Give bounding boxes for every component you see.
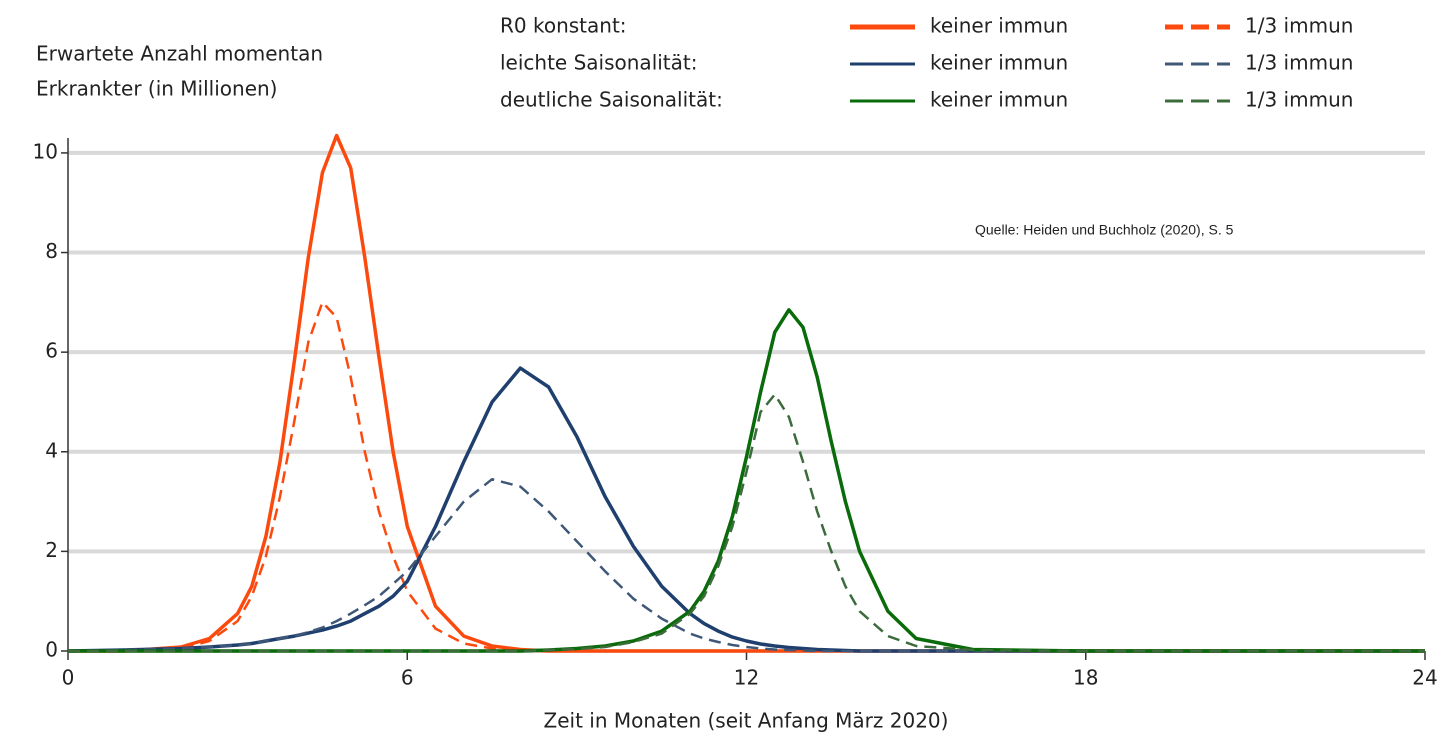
legend-group-label: leichte Saisonalität: bbox=[500, 51, 697, 75]
data-line bbox=[68, 133, 1425, 653]
x-tick-label: 12 bbox=[734, 666, 759, 690]
x-tick-label: 24 bbox=[1412, 666, 1437, 690]
legend-label: keiner immun bbox=[930, 14, 1068, 38]
x-tick-label: 18 bbox=[1073, 666, 1098, 690]
legend-label: 1/3 immun bbox=[1245, 14, 1353, 38]
data-line bbox=[68, 308, 1425, 653]
legend-group-label: R0 konstant: bbox=[500, 14, 627, 38]
legend-label: keiner immun bbox=[930, 88, 1068, 112]
y-tick-label: 6 bbox=[45, 339, 58, 363]
y-tick-label: 10 bbox=[33, 139, 58, 163]
x-tick-label: 6 bbox=[401, 666, 414, 690]
y-axis-label: Erkrankter (in Millionen) bbox=[36, 77, 277, 101]
x-axis-label: Zeit in Monaten (seit Anfang März 2020) bbox=[544, 709, 949, 733]
legend-label: 1/3 immun bbox=[1245, 88, 1353, 112]
data-line bbox=[68, 393, 1425, 653]
legend-group-label: deutliche Saisonalität: bbox=[500, 88, 723, 112]
y-axis-label: Erwartete Anzahl momentan bbox=[36, 42, 323, 66]
x-tick-label: 0 bbox=[62, 666, 75, 690]
y-tick-label: 0 bbox=[45, 638, 58, 662]
y-tick-label: 8 bbox=[45, 239, 58, 263]
legend-label: 1/3 immun bbox=[1245, 51, 1353, 75]
legend-label: keiner immun bbox=[930, 51, 1068, 75]
y-tick-label: 4 bbox=[45, 438, 58, 462]
annotation: Quelle: Heiden und Buchholz (2020), S. 5 bbox=[975, 222, 1234, 238]
y-tick-label: 2 bbox=[45, 538, 58, 562]
data-line bbox=[67, 477, 1425, 653]
